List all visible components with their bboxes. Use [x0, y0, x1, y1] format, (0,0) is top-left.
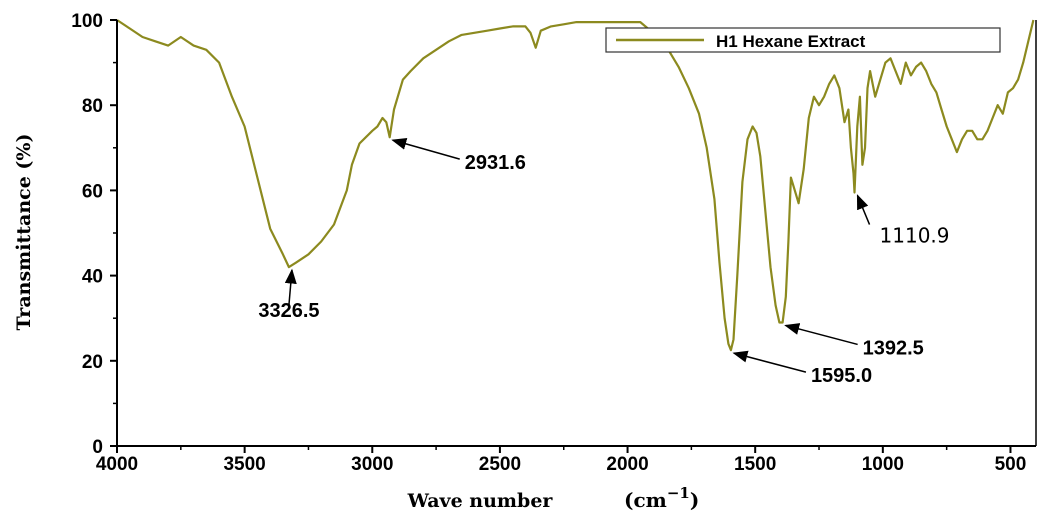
x-axis-title: Wave number	[407, 490, 554, 512]
annotations: 3326.5 2931.6 1595.0 1392.5 1110.9	[258, 138, 950, 387]
x-tick-label: 500	[995, 454, 1027, 475]
annotation-label: 1392.5	[863, 337, 924, 359]
y-tick-label: 100	[71, 11, 103, 32]
x-axis-unit-exp: −1	[667, 484, 690, 502]
annotation-label: 1110.9	[880, 224, 950, 248]
annotation-label: 1595.0	[811, 365, 872, 387]
x-axis-unit: (cm−1)	[624, 484, 699, 512]
axis-titles: Transmittance (%) Wave number (cm−1)	[13, 134, 699, 512]
x-tick-label: 2500	[479, 454, 521, 475]
x-tick-label: 4000	[96, 454, 138, 475]
axis-ticks	[110, 19, 1012, 453]
x-axis-unit-close: )	[690, 488, 699, 512]
y-tick-label: 60	[82, 181, 103, 202]
x-tick-label: 2000	[606, 454, 648, 475]
annotation-arrow	[284, 268, 297, 306]
y-tick-label: 80	[82, 96, 103, 117]
annotation-arrow	[856, 194, 871, 225]
annotation-label: 2931.6	[465, 152, 526, 174]
annotation-arrow	[784, 323, 858, 346]
y-axis-title: Transmittance (%)	[13, 134, 35, 331]
y-tick-label: 20	[82, 352, 103, 373]
axes: 4000 3500 3000 2500 2000 1500 1000 500 0 20 40 60 80…	[71, 11, 1037, 475]
series-layer	[116, 19, 1035, 352]
x-tick-label: 3500	[223, 454, 265, 475]
x-axis-unit-base: (cm	[624, 488, 667, 512]
x-tick-label: 1500	[734, 454, 776, 475]
legend: H1 Hexane Extract	[605, 27, 1001, 53]
series-line-h1-hexane-extract	[116, 19, 1035, 352]
legend-label: H1 Hexane Extract	[716, 32, 866, 51]
annotation-arrow	[391, 138, 460, 160]
annotation-label: 3326.5	[258, 300, 319, 322]
annotation-arrow	[732, 350, 807, 373]
x-tick-label: 1000	[862, 454, 904, 475]
y-tick-label: 0	[92, 437, 103, 458]
y-tick-label: 40	[82, 267, 103, 288]
x-tick-label: 3000	[351, 454, 393, 475]
